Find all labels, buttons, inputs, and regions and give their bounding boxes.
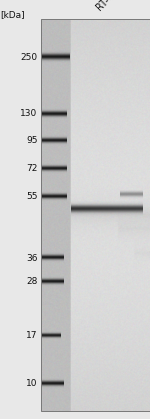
Text: 10: 10 [26,379,38,388]
Text: RT-4: RT-4 [94,0,116,13]
Text: 17: 17 [26,331,38,340]
Text: 95: 95 [26,136,38,145]
Text: 36: 36 [26,253,38,263]
Text: 250: 250 [20,53,38,62]
Text: 72: 72 [26,164,38,173]
Text: [kDa]: [kDa] [0,10,25,19]
Text: 55: 55 [26,192,38,202]
Text: 28: 28 [26,277,38,286]
Text: 130: 130 [20,109,38,119]
Bar [40,19,150,411]
